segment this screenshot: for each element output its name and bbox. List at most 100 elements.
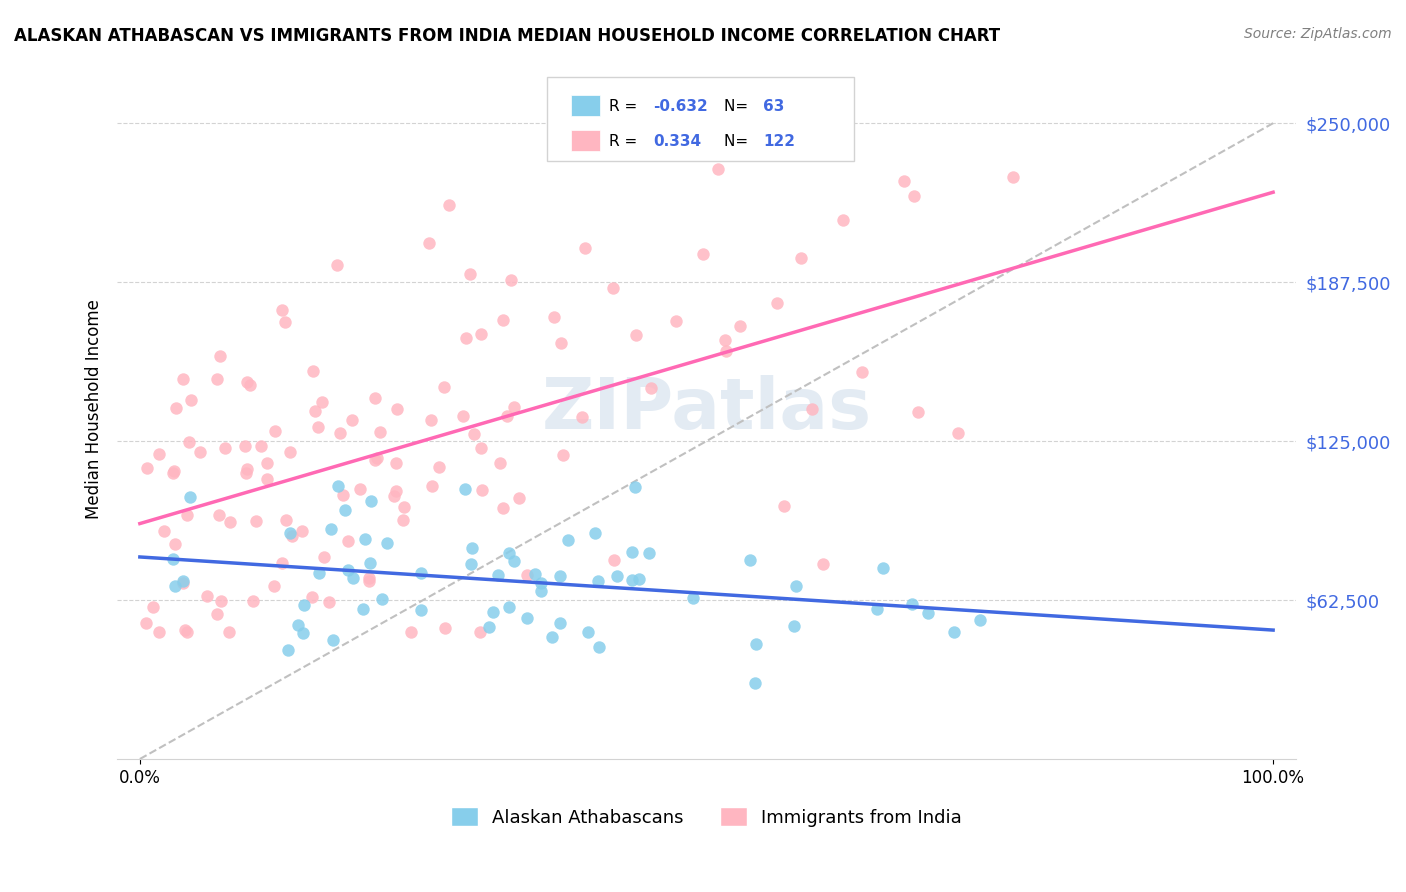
Point xyxy=(482,605,505,619)
Point xyxy=(256,456,278,470)
Point xyxy=(363,391,385,405)
Point xyxy=(773,500,796,514)
Point xyxy=(813,557,835,571)
Point xyxy=(692,247,714,261)
Point xyxy=(342,413,364,427)
Point xyxy=(364,453,387,467)
Point xyxy=(172,372,194,386)
Point xyxy=(205,372,228,386)
Point xyxy=(135,616,157,631)
Point xyxy=(495,409,517,423)
Point xyxy=(740,552,762,566)
Point xyxy=(311,395,333,409)
Point xyxy=(907,404,929,418)
Point xyxy=(420,413,443,427)
Point xyxy=(541,630,564,644)
Point xyxy=(179,435,201,450)
Point xyxy=(301,364,323,378)
Point xyxy=(172,576,194,591)
Point xyxy=(832,213,855,227)
Point xyxy=(603,553,626,567)
Point xyxy=(366,450,388,465)
Point xyxy=(218,624,240,639)
Point xyxy=(606,569,628,583)
Point xyxy=(783,618,806,632)
Text: R =: R = xyxy=(609,99,641,114)
Point xyxy=(165,579,187,593)
Point xyxy=(322,633,344,648)
Point xyxy=(401,624,423,639)
Point xyxy=(543,310,565,324)
Point xyxy=(214,441,236,455)
Point xyxy=(135,461,157,475)
Point xyxy=(163,464,186,478)
Point xyxy=(162,467,184,481)
Text: ALASKAN ATHABASCAN VS IMMIGRANTS FROM INDIA MEDIAN HOUSEHOLD INCOME CORRELATION : ALASKAN ATHABASCAN VS IMMIGRANTS FROM IN… xyxy=(14,27,1000,45)
Point xyxy=(174,624,197,638)
Point xyxy=(195,589,218,603)
Point xyxy=(359,556,381,570)
Point xyxy=(801,402,824,417)
Point xyxy=(328,479,350,493)
Point xyxy=(307,420,329,434)
Point xyxy=(498,599,520,614)
Point xyxy=(501,273,523,287)
Point xyxy=(470,442,492,456)
Point xyxy=(277,643,299,657)
Point xyxy=(291,524,314,538)
Point xyxy=(270,303,292,318)
Point xyxy=(385,401,408,416)
Point xyxy=(765,295,787,310)
Point xyxy=(335,503,357,517)
Point xyxy=(172,574,194,588)
Point xyxy=(492,312,515,326)
Point xyxy=(349,483,371,497)
Point xyxy=(550,568,572,582)
Point xyxy=(359,574,381,588)
Point xyxy=(638,546,661,560)
Point xyxy=(498,546,520,560)
Point xyxy=(557,533,579,547)
Point xyxy=(245,514,267,528)
Point xyxy=(418,236,440,251)
Text: R =: R = xyxy=(609,134,641,149)
Text: 63: 63 xyxy=(763,99,785,114)
Point xyxy=(744,675,766,690)
Point xyxy=(470,326,492,341)
Point xyxy=(550,335,572,350)
Point xyxy=(336,533,359,548)
Point xyxy=(188,445,211,459)
Point xyxy=(865,601,887,615)
Point xyxy=(903,189,925,203)
Point xyxy=(153,524,176,538)
Point xyxy=(292,599,315,613)
Point xyxy=(714,333,737,347)
Point xyxy=(321,522,343,536)
Point xyxy=(851,365,873,379)
Point xyxy=(458,268,481,282)
Point xyxy=(942,624,965,639)
Point xyxy=(219,515,242,529)
Point xyxy=(508,491,530,506)
Text: -0.632: -0.632 xyxy=(654,99,709,114)
Point xyxy=(342,571,364,585)
FancyBboxPatch shape xyxy=(547,77,853,161)
Point xyxy=(274,315,297,329)
Point xyxy=(917,606,939,620)
Point xyxy=(434,621,457,635)
Point xyxy=(624,480,647,494)
Point xyxy=(236,376,259,390)
Point xyxy=(707,162,730,177)
Point xyxy=(456,331,478,345)
Point xyxy=(371,591,394,606)
Point xyxy=(308,566,330,580)
Point xyxy=(548,616,571,631)
Point xyxy=(385,456,408,470)
Point xyxy=(332,488,354,502)
Point xyxy=(745,637,768,651)
Point xyxy=(256,472,278,486)
Point xyxy=(292,626,315,640)
Point xyxy=(665,313,688,327)
Point xyxy=(571,409,593,424)
Point xyxy=(785,579,807,593)
